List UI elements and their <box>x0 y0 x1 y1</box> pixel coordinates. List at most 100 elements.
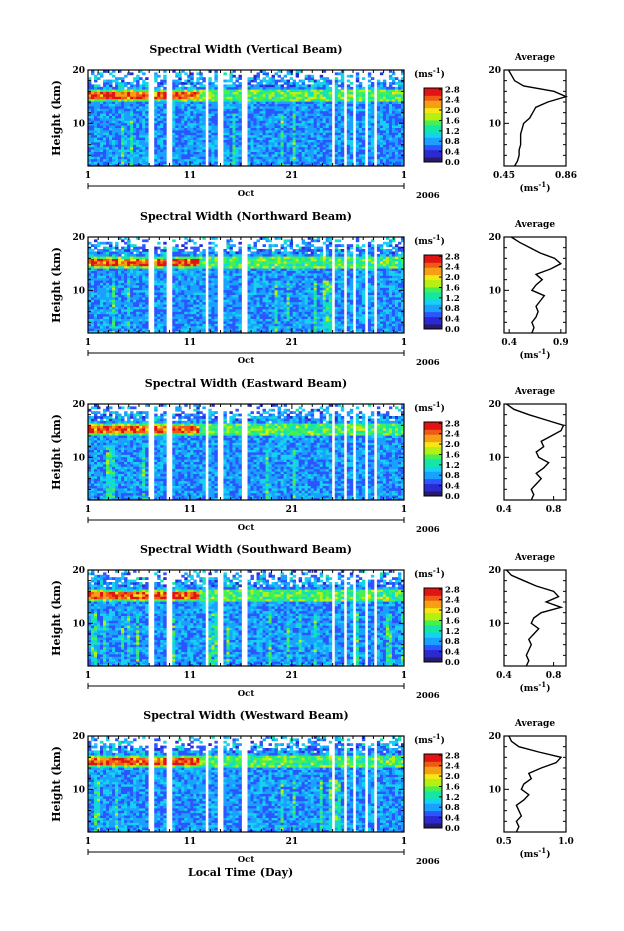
heatmap-cell <box>133 91 137 95</box>
heatmap-cell <box>163 110 167 114</box>
heatmap-cell <box>394 154 399 157</box>
heatmap-cell <box>226 79 230 83</box>
heatmap-cell <box>247 156 251 160</box>
heatmap-cell <box>340 137 345 140</box>
heatmap-cell <box>133 258 137 262</box>
heatmap-cell <box>367 72 372 76</box>
heatmap-cell <box>115 258 119 262</box>
heatmap-cell <box>295 101 300 104</box>
heatmap-cell <box>199 287 203 291</box>
heatmap-cell <box>262 130 266 133</box>
heatmap-cell <box>136 108 140 112</box>
heatmap-cell <box>172 89 176 92</box>
heatmap-cell <box>94 280 98 283</box>
heatmap-cell <box>181 321 185 324</box>
heatmap-cell <box>100 149 104 152</box>
heatmap-cell <box>265 98 269 102</box>
heatmap-cell <box>268 96 272 100</box>
heatmap-cell <box>262 122 266 126</box>
heatmap-cell <box>121 156 125 160</box>
heatmap-cell <box>124 134 128 138</box>
heatmap-cell <box>187 277 191 281</box>
heatmap-cell <box>118 144 122 148</box>
heatmap-cell <box>121 268 125 271</box>
heatmap-cell <box>388 103 393 107</box>
heatmap-cell <box>307 163 312 167</box>
heatmap-cell <box>97 108 101 112</box>
heatmap-cell <box>94 118 98 121</box>
heatmap-cell <box>292 82 297 85</box>
heatmap-cell <box>94 246 98 250</box>
heatmap-cell <box>250 142 254 145</box>
heatmap-cell <box>226 101 230 104</box>
heatmap-cell <box>268 154 272 157</box>
heatmap-cell <box>178 94 182 97</box>
heatmap-cell <box>286 110 291 114</box>
heatmap-cell <box>361 103 366 107</box>
heatmap-cell <box>388 94 393 97</box>
heatmap-cell <box>199 161 203 164</box>
heatmap-cell <box>157 118 161 121</box>
heatmap-cell <box>94 163 98 167</box>
heatmap-cell <box>226 270 230 274</box>
heatmap-cell <box>394 137 399 140</box>
heatmap-cell <box>223 91 227 95</box>
heatmap-cell <box>88 249 92 252</box>
heatmap-cell <box>124 151 128 155</box>
heatmap-cell <box>367 101 372 104</box>
heatmap-cell <box>208 156 212 160</box>
heatmap-cell <box>88 258 92 262</box>
heatmap-cell <box>325 82 330 85</box>
heatmap-cell <box>187 253 191 257</box>
heatmap-cell <box>232 146 236 150</box>
heatmap-cell <box>256 74 260 78</box>
heatmap-cell <box>214 84 218 88</box>
heatmap-cell <box>118 146 122 150</box>
heatmap-cell <box>229 94 233 97</box>
heatmap-cell <box>337 94 342 97</box>
heatmap-cell <box>361 132 366 136</box>
heatmap-cell <box>178 82 182 85</box>
heatmap-cell <box>91 318 95 322</box>
heatmap-cell <box>211 268 215 271</box>
heatmap-cell <box>196 120 200 124</box>
heatmap-cell <box>172 132 176 136</box>
heatmap-cell <box>286 158 291 162</box>
heatmap-cell <box>226 84 230 88</box>
heatmap-cell <box>367 161 372 164</box>
heatmap-cell <box>232 149 236 152</box>
heatmap-cell <box>283 79 288 83</box>
heatmap-cell <box>277 144 282 148</box>
heatmap-cell <box>97 285 101 288</box>
heatmap-cell <box>235 130 239 133</box>
heatmap-cell <box>97 137 101 140</box>
heatmap-cell <box>286 82 291 85</box>
heatmap-cell <box>127 110 131 114</box>
heatmap-cell <box>295 132 300 136</box>
heatmap-cell <box>139 316 143 319</box>
heatmap-cell <box>379 113 384 116</box>
heatmap-cell <box>145 253 149 257</box>
heatmap-cell <box>307 108 312 112</box>
heatmap-cell <box>202 79 206 83</box>
heatmap-cell <box>112 98 116 102</box>
heatmap-cell <box>142 256 146 259</box>
heatmap-cell <box>139 89 143 92</box>
heatmap-cell <box>289 163 294 167</box>
heatmap-cell <box>253 108 257 112</box>
heatmap-cell <box>370 118 375 121</box>
heatmap-cell <box>271 142 275 145</box>
heatmap-cell <box>259 96 263 100</box>
heatmap-cell <box>121 273 125 276</box>
heatmap-cell <box>184 98 188 102</box>
heatmap-cell <box>157 96 161 100</box>
heatmap-cell <box>325 149 330 152</box>
heatmap-cell <box>154 151 158 155</box>
heatmap-cell <box>202 151 206 155</box>
heatmap-cell <box>316 146 321 150</box>
colorbar-segment <box>424 102 442 106</box>
heatmap-cell <box>268 86 272 90</box>
heatmap-cell <box>184 321 188 324</box>
heatmap-cell <box>109 261 113 264</box>
heatmap-cell <box>115 98 119 102</box>
